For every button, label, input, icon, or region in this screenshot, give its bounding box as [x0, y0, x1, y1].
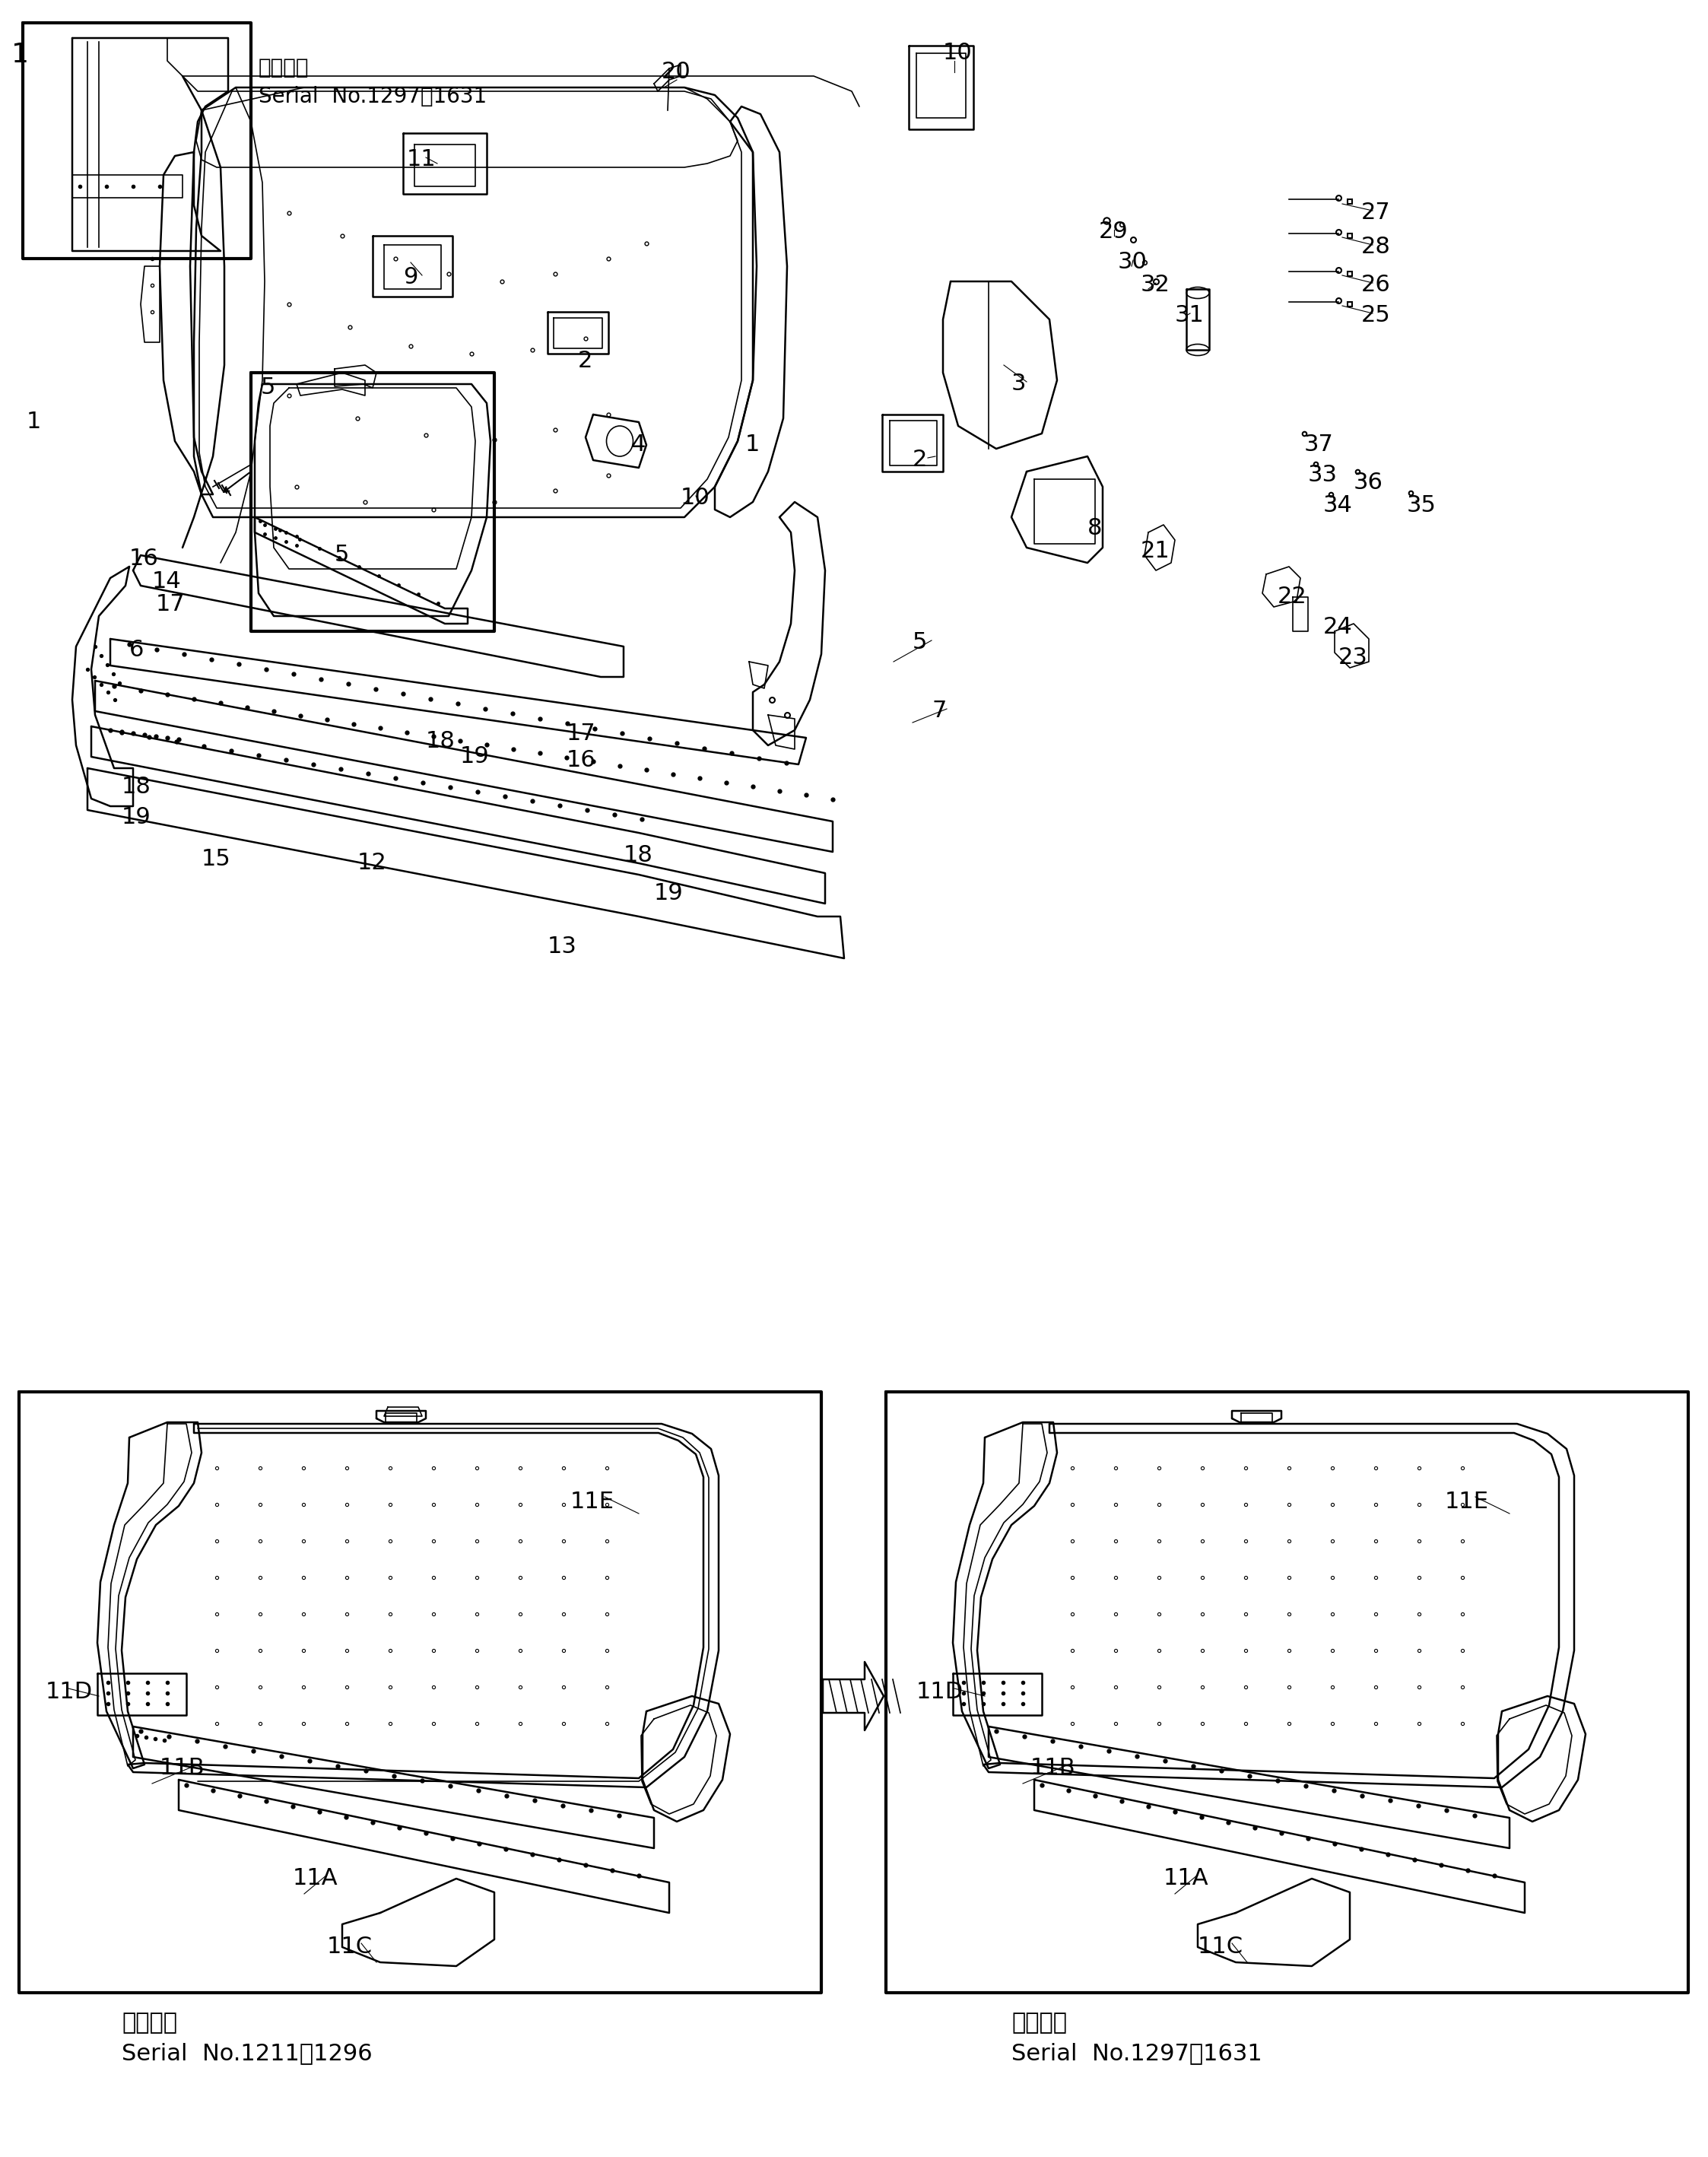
Text: 19: 19: [654, 882, 683, 904]
Text: 34: 34: [1324, 494, 1353, 516]
Text: 28: 28: [1361, 235, 1390, 259]
Text: 6: 6: [130, 638, 143, 660]
Text: 24: 24: [1324, 617, 1353, 638]
Text: 37: 37: [1305, 434, 1334, 455]
Text: 10: 10: [943, 41, 972, 65]
Text: 19: 19: [459, 746, 490, 768]
Text: 26: 26: [1361, 274, 1390, 296]
Text: 1: 1: [27, 410, 41, 434]
Text: 通用号機: 通用号機: [1011, 2012, 1068, 2034]
Text: 16: 16: [130, 548, 159, 569]
Text: 14: 14: [152, 569, 181, 593]
Text: 11A: 11A: [1163, 1868, 1209, 1890]
Text: 18: 18: [425, 731, 456, 753]
Text: 通用号機: 通用号機: [121, 2012, 178, 2034]
Text: 32: 32: [1141, 274, 1170, 296]
Text: 23: 23: [1339, 647, 1368, 669]
Text: 19: 19: [121, 807, 150, 828]
Text: 35: 35: [1407, 494, 1436, 516]
Text: 5: 5: [335, 544, 350, 565]
Text: Serial  No.1297～1631: Serial No.1297～1631: [1011, 2043, 1262, 2064]
Text: 33: 33: [1308, 464, 1337, 485]
Text: 7: 7: [931, 699, 946, 723]
Text: 27: 27: [1361, 201, 1390, 224]
Text: 5: 5: [261, 377, 275, 399]
Text: 20: 20: [661, 60, 692, 82]
Text: 22: 22: [1278, 587, 1307, 608]
Text: 30: 30: [1117, 250, 1148, 274]
Text: 16: 16: [567, 748, 596, 772]
Text: 18: 18: [121, 777, 152, 798]
Text: 11D: 11D: [917, 1680, 963, 1702]
Text: 18: 18: [623, 843, 652, 867]
Text: 12: 12: [357, 852, 388, 874]
Text: 3: 3: [1011, 373, 1027, 395]
Text: 11C: 11C: [1197, 1935, 1243, 1959]
Text: Serial  No.1297～1631: Serial No.1297～1631: [258, 86, 487, 108]
Text: 17: 17: [567, 723, 596, 744]
Text: 11E: 11E: [1445, 1490, 1489, 1512]
Text: 31: 31: [1175, 304, 1204, 326]
Text: 5: 5: [912, 632, 927, 654]
Text: 2: 2: [912, 449, 927, 470]
Text: 11A: 11A: [292, 1868, 338, 1890]
Text: Serial  No.1211～1296: Serial No.1211～1296: [121, 2043, 372, 2064]
Text: 9: 9: [403, 265, 418, 289]
Text: 1: 1: [12, 41, 29, 67]
Text: 36: 36: [1354, 472, 1383, 494]
Text: 通用号機: 通用号機: [258, 56, 309, 78]
Text: 25: 25: [1361, 304, 1390, 326]
Text: 11B: 11B: [159, 1758, 205, 1780]
Text: 15: 15: [202, 848, 231, 869]
Text: 10: 10: [680, 487, 711, 509]
Text: 11E: 11E: [570, 1490, 615, 1512]
Text: 11B: 11B: [1030, 1758, 1076, 1780]
Text: 13: 13: [548, 936, 577, 958]
Text: 8: 8: [1088, 518, 1102, 539]
Text: 29: 29: [1098, 220, 1129, 242]
Text: 21: 21: [1141, 539, 1170, 563]
Text: 4: 4: [632, 434, 646, 455]
Text: 11C: 11C: [326, 1935, 372, 1959]
Text: 11: 11: [407, 149, 436, 170]
Text: 17: 17: [155, 593, 186, 615]
Text: 2: 2: [577, 349, 593, 371]
Text: 11D: 11D: [46, 1680, 92, 1702]
Text: 1: 1: [745, 434, 760, 455]
